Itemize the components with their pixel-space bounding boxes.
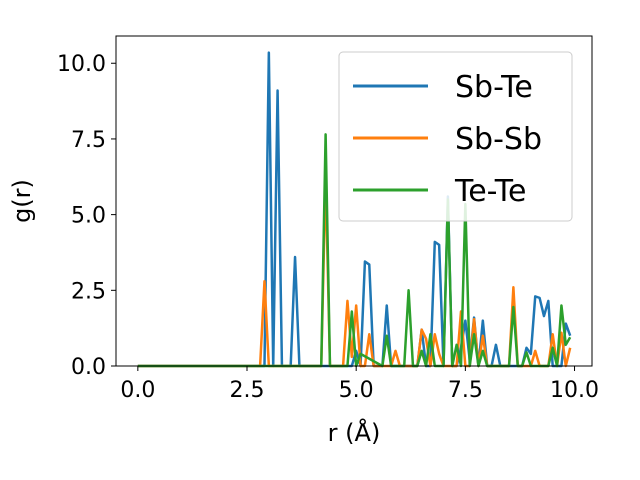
legend-label-sb-sb: Sb-Sb — [455, 122, 542, 157]
x-tick-label: 0.0 — [120, 378, 155, 403]
y-tick-label: 10.0 — [57, 52, 106, 77]
y-axis-label: g(r) — [8, 179, 36, 223]
x-tick-label: 5.0 — [339, 378, 374, 403]
legend-label-te-te: Te-Te — [454, 174, 526, 209]
y-tick-label: 7.5 — [71, 128, 106, 153]
plot-frame — [115, 35, 593, 367]
legend-box — [338, 51, 573, 222]
legend-label-sb-te: Sb-Te — [455, 70, 533, 105]
x-tick-label: 7.5 — [448, 378, 483, 403]
y-tick-label: 0.0 — [71, 355, 106, 380]
y-tick-label: 2.5 — [71, 279, 106, 304]
x-tick-label: 10.0 — [550, 378, 599, 403]
series-line-sb-sb — [137, 174, 572, 368]
y-axis: 0.0 2.5 5.0 7.5 10.0 — [57, 52, 116, 380]
y-tick-label: 5.0 — [71, 204, 106, 229]
x-tick-label: 2.5 — [230, 378, 265, 403]
x-axis-label: r (Å) — [328, 418, 381, 447]
legend: Sb-Te Sb-Sb Te-Te — [338, 51, 573, 222]
x-axis: 0.0 2.5 5.0 7.5 10.0 — [120, 366, 599, 403]
